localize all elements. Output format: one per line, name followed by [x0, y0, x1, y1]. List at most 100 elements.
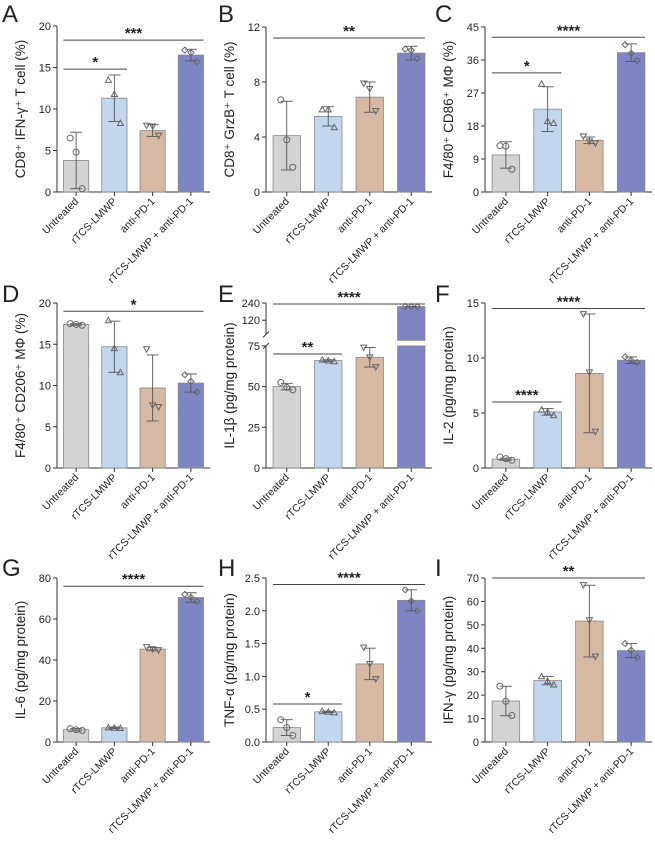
panel-letter: B: [218, 1, 234, 28]
data-point: [324, 356, 333, 364]
data-point: [579, 133, 588, 141]
data-point: [508, 712, 516, 720]
y-tick-label: 5: [45, 146, 51, 158]
data-point: [359, 644, 368, 652]
panel-letter: G: [2, 555, 21, 582]
data-point: [371, 107, 380, 115]
data-point: [549, 680, 558, 688]
x-tick-label: Untreated: [251, 746, 292, 787]
y-tick-label: 10: [467, 353, 479, 365]
x-tick-label: anti-PD-1: [118, 196, 158, 236]
data-point: [543, 407, 552, 415]
x-tick-label: anti-PD-1: [335, 196, 375, 236]
bar: [314, 115, 343, 193]
data-point: [148, 646, 157, 654]
data-point: [289, 163, 297, 171]
significance-label: ****: [515, 387, 539, 404]
data-point: [407, 46, 415, 55]
data-point: [502, 697, 510, 705]
axis-break-mark: [262, 330, 270, 338]
data-point: [289, 731, 297, 739]
y-tick-label: 36: [467, 55, 479, 67]
bar-upper: [397, 306, 426, 341]
y-axis-label: CD8⁺ GrzB⁺ T cell (%): [222, 41, 237, 177]
panel-c: C F4/80⁺ CD86⁺ MΦ (%) 0 9 18 27 36 45 Untreated r…: [435, 1, 652, 286]
data-point: [371, 676, 380, 684]
data-point: [154, 404, 163, 411]
panel-i: I IFN-γ (pg/mg protein) 0 10 20 30 40 50 60 70 Unt…: [435, 555, 652, 836]
x-tick-label: Untreated: [251, 196, 292, 237]
y-axis-label: TNF-α (pg/mg protein): [222, 593, 237, 727]
panel-d: DF4/80⁺ CD206⁺ MΦ (%)05101520UntreatedrT…: [2, 281, 210, 562]
bar: [397, 599, 426, 743]
data-point: [543, 677, 552, 684]
significance-label: ****: [122, 571, 146, 588]
data-point: [110, 90, 119, 97]
y-tick-label: 75: [248, 341, 260, 353]
bar: [177, 597, 204, 743]
panel-letter: C: [435, 1, 452, 28]
y-tick-label: 5: [473, 408, 479, 420]
y-tick-label: 40: [39, 655, 51, 667]
x-tick-label: anti-PD-1: [555, 746, 595, 786]
significance-label: ****: [337, 289, 361, 306]
data-point: [78, 727, 86, 735]
data-point: [181, 46, 189, 54]
data-point: [330, 708, 339, 716]
y-tick-label: 1.5: [245, 639, 260, 651]
significance-label: *: [92, 54, 98, 71]
data-point: [330, 123, 339, 131]
data-point: [104, 723, 113, 731]
data-point: [627, 356, 635, 364]
x-tick-label: Untreated: [251, 472, 292, 513]
bar-lower: [397, 345, 426, 469]
y-tick-label: 25: [248, 422, 260, 434]
data-point: [277, 96, 285, 104]
x-tick-label: anti-PD-1: [335, 746, 375, 786]
data-point: [365, 85, 374, 93]
significance-label: *: [305, 689, 311, 706]
data-point: [627, 646, 635, 654]
y-tick-label: 70: [467, 573, 479, 585]
y-axis-label: F4/80⁺ CD86⁺ MΦ (%): [441, 41, 456, 179]
panel-f: F IL-2 (pg/mg protein) 0 5 10 15 Untreated rTCS…: [435, 281, 652, 562]
data-point: [585, 617, 594, 625]
y-tick-label: 0: [45, 463, 51, 475]
y-tick-label: 0.5: [245, 704, 260, 716]
significance-label: **: [563, 563, 575, 580]
data-point: [413, 607, 421, 615]
bar: [272, 386, 301, 469]
data-point: [579, 311, 588, 319]
data-point: [104, 316, 113, 324]
data-point: [359, 344, 368, 352]
data-point: [187, 48, 195, 57]
x-tick-label: anti-PD-1: [555, 196, 595, 236]
significance-label: ****: [337, 570, 361, 587]
data-point: [407, 302, 415, 311]
data-point: [543, 117, 552, 125]
data-point: [104, 75, 113, 83]
data-point: [401, 586, 409, 594]
y-tick-label: 120: [242, 315, 260, 327]
y-tick-label: 50: [248, 382, 260, 394]
data-point: [549, 411, 558, 419]
data-point: [283, 136, 291, 144]
data-point: [413, 54, 421, 63]
data-point: [283, 383, 291, 391]
data-point: [496, 142, 504, 150]
y-tick-label: 20: [467, 690, 479, 702]
x-tick-label: rTCS-LMWP + anti-PD-1: [326, 472, 416, 562]
bar: [616, 52, 646, 193]
significance-label: ****: [557, 294, 581, 311]
data-point: [621, 353, 629, 361]
y-tick-label: 60: [467, 596, 479, 608]
y-tick-label: 27: [467, 88, 479, 100]
panel-e: E IL-1β (pg/mg protein) 0 25 50 75 120 240 Untre…: [218, 281, 432, 562]
y-tick-label: 0: [473, 463, 479, 475]
bar: [63, 324, 90, 469]
x-tick-label: rTCS-LMWP + anti-PD-1: [546, 746, 636, 836]
y-tick-label: 15: [467, 298, 479, 310]
panel-letter: F: [435, 281, 450, 308]
bar: [355, 356, 384, 469]
data-point: [142, 644, 151, 652]
